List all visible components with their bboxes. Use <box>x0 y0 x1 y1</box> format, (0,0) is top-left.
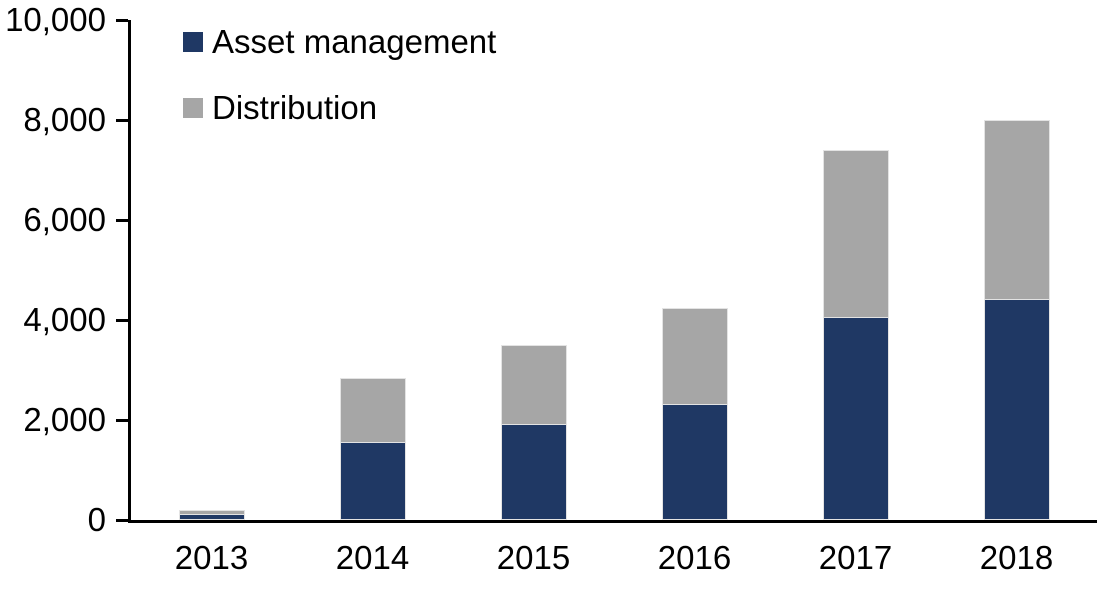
bar-segment-asset-management-2016 <box>661 405 728 520</box>
bar-segment-distribution-2013 <box>178 510 245 515</box>
y-axis-label-10-000: 10,000 <box>5 1 106 38</box>
bar-segment-distribution-2014 <box>339 377 406 443</box>
legend-item-distribution: Distribution <box>183 88 496 128</box>
x-axis-label-2016: 2016 <box>657 539 732 576</box>
bar-2016 <box>661 307 728 520</box>
bar-segment-distribution-2017 <box>822 150 889 318</box>
x-axis-label-2017: 2017 <box>818 539 893 576</box>
bar-segment-asset-management-2014 <box>339 442 406 520</box>
y-axis-label-2-000: 2,000 <box>23 401 106 438</box>
y-axis-label-0: 0 <box>87 501 106 538</box>
x-axis-label-2018: 2018 <box>979 539 1054 576</box>
bar-segment-asset-management-2017 <box>822 317 889 520</box>
bar-segment-distribution-2018 <box>983 120 1050 300</box>
bar-2015 <box>500 345 567 520</box>
y-axis-tick-6-000 <box>116 218 128 222</box>
plot-area <box>128 20 1097 523</box>
y-axis-tick-4-000 <box>116 318 128 322</box>
y-axis-label-8-000: 8,000 <box>23 101 106 138</box>
bar-2013 <box>178 510 245 520</box>
legend: Asset management Distribution <box>183 22 496 154</box>
y-axis-label-4-000: 4,000 <box>23 301 106 338</box>
y-axis-tick-2-000 <box>116 418 128 422</box>
bar-segment-asset-management-2013 <box>178 514 245 520</box>
legend-label-distribution: Distribution <box>212 89 378 126</box>
bar-2014 <box>339 377 406 520</box>
bar-segment-asset-management-2018 <box>983 300 1050 520</box>
bar-2018 <box>983 120 1050 520</box>
legend-swatch-asset-management-icon <box>183 32 203 52</box>
x-axis-label-2015: 2015 <box>496 539 571 576</box>
legend-swatch-distribution-icon <box>183 98 203 118</box>
legend-label-asset-management: Asset management <box>212 23 497 60</box>
x-axis-label-2014: 2014 <box>335 539 410 576</box>
bar-segment-distribution-2015 <box>500 345 567 425</box>
bar-segment-asset-management-2015 <box>500 425 567 520</box>
y-axis-label-6-000: 6,000 <box>23 201 106 238</box>
x-axis-label-2013: 2013 <box>174 539 249 576</box>
y-axis-tick-10-000 <box>116 18 128 22</box>
y-axis-tick-0 <box>116 518 128 522</box>
bar-2017 <box>822 150 889 520</box>
bar-segment-distribution-2016 <box>661 307 728 405</box>
y-axis-tick-8-000 <box>116 118 128 122</box>
legend-item-asset-management: Asset management <box>183 22 496 62</box>
